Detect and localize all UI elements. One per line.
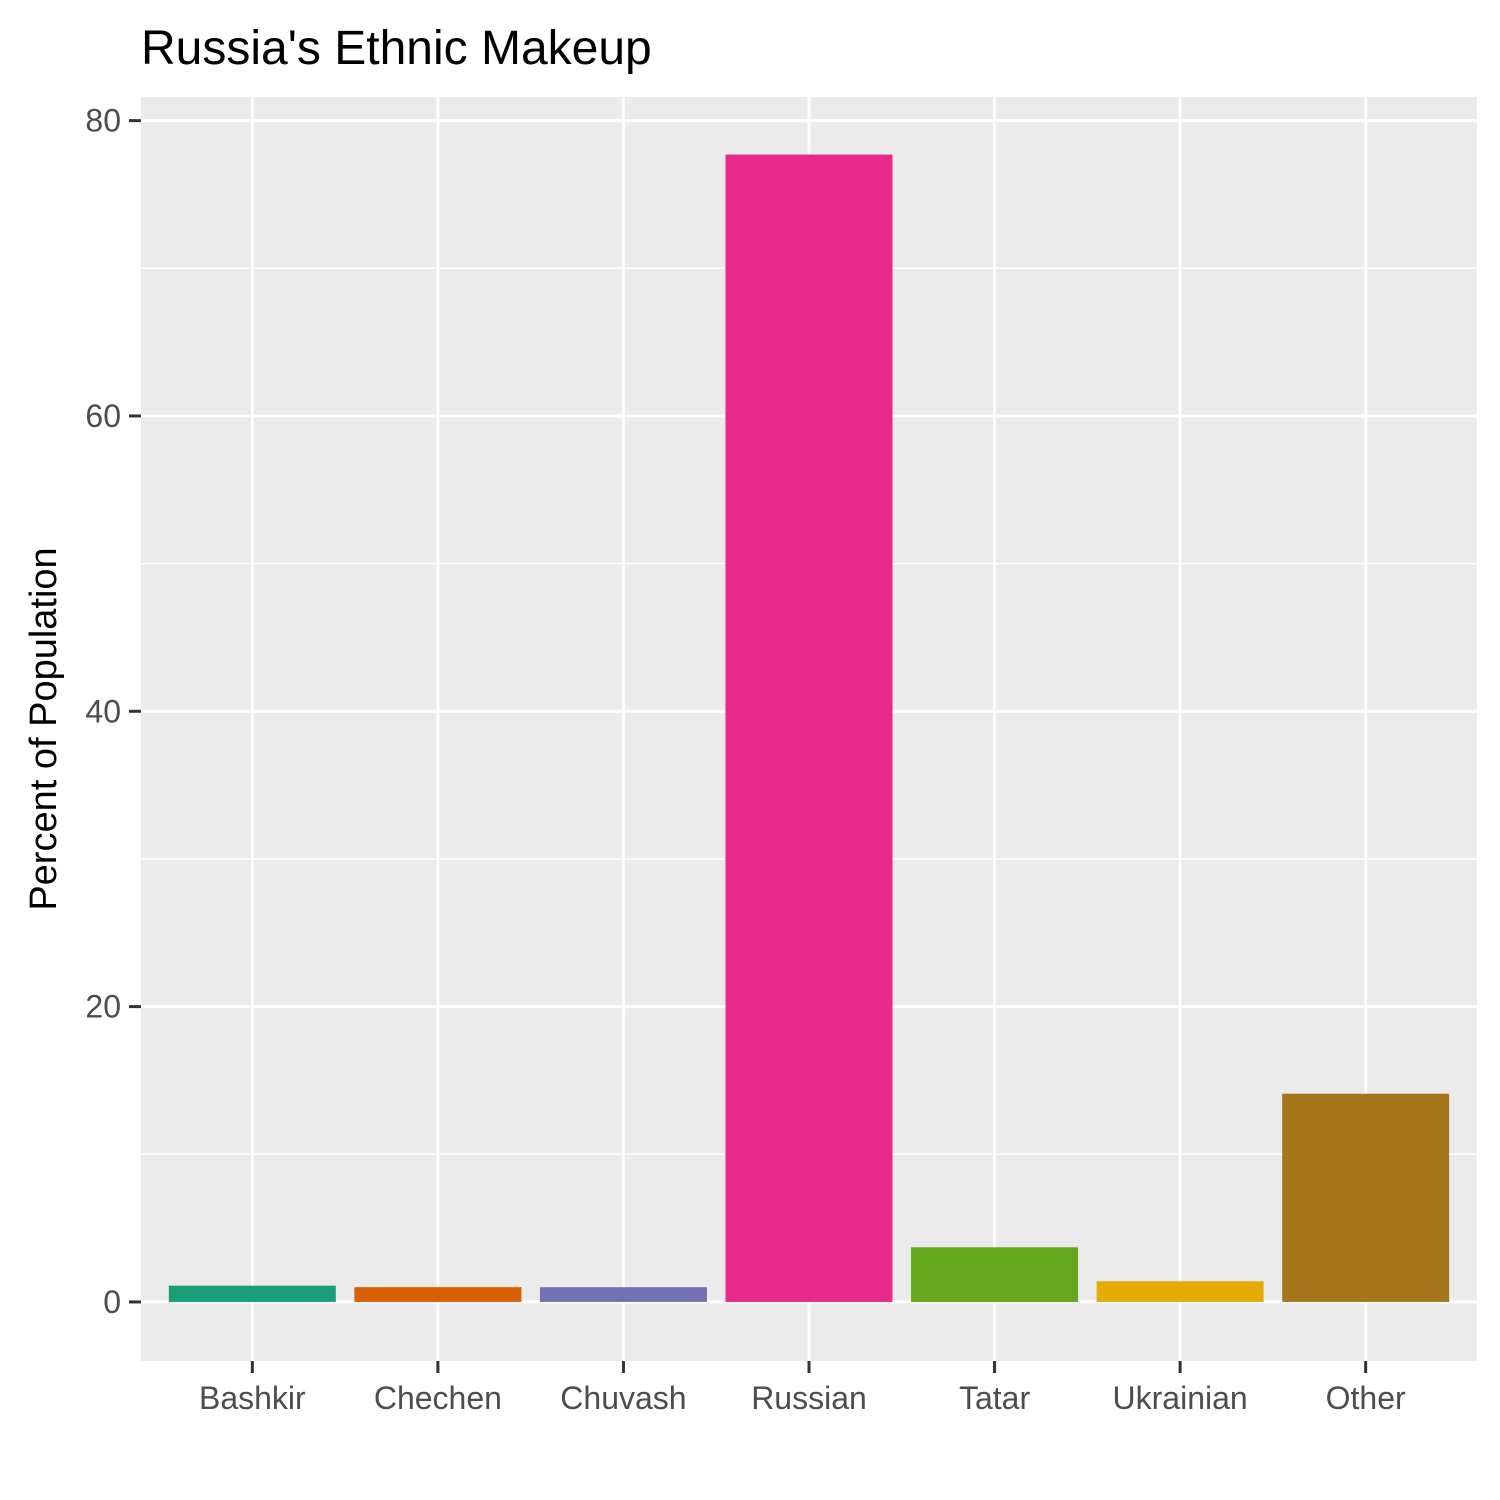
x-tick-label: Chuvash [560, 1380, 686, 1416]
bar-bashkir [168, 1285, 336, 1302]
y-tick-label: 40 [85, 693, 121, 729]
x-tick-label: Russian [751, 1380, 867, 1416]
grid-lines [141, 97, 1477, 1361]
y-axis: 0 20 40 60 80 [85, 103, 141, 1320]
x-tick-label: Tatar [959, 1380, 1030, 1416]
y-tick-label: 60 [85, 398, 121, 434]
bar-chuvash [539, 1287, 707, 1302]
x-axis: Bashkir Chechen Chuvash Russian Tatar Ukraini… [199, 1361, 1406, 1416]
chart-title: Russia's Ethnic Makeup [141, 22, 652, 75]
y-tick-label: 80 [85, 103, 121, 139]
x-tick-label: Chechen [374, 1380, 502, 1416]
y-axis-title: Percent of Population [23, 547, 65, 910]
x-tick-label: Ukrainian [1113, 1380, 1248, 1416]
bar-ukrainian [1096, 1281, 1264, 1302]
bar-chechen [354, 1287, 522, 1302]
x-tick-label: Bashkir [199, 1380, 306, 1416]
y-tick-label: 0 [103, 1284, 121, 1320]
y-tick-label: 20 [85, 989, 121, 1025]
bar-tatar [911, 1247, 1079, 1302]
bar-other [1282, 1093, 1450, 1302]
x-tick-label: Other [1326, 1380, 1406, 1416]
bar-russian [725, 154, 893, 1302]
bars [168, 154, 1450, 1302]
